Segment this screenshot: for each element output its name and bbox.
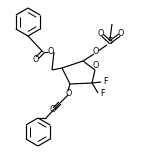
- Text: O: O: [48, 47, 54, 57]
- Text: O: O: [33, 54, 39, 64]
- Text: O: O: [118, 30, 124, 38]
- Text: F: F: [100, 89, 105, 97]
- Text: O: O: [93, 47, 99, 57]
- Text: O: O: [50, 105, 56, 114]
- Text: O: O: [93, 61, 99, 71]
- Text: F: F: [103, 77, 108, 87]
- Text: O: O: [98, 30, 104, 38]
- Text: O: O: [66, 89, 72, 97]
- Text: S: S: [107, 37, 112, 46]
